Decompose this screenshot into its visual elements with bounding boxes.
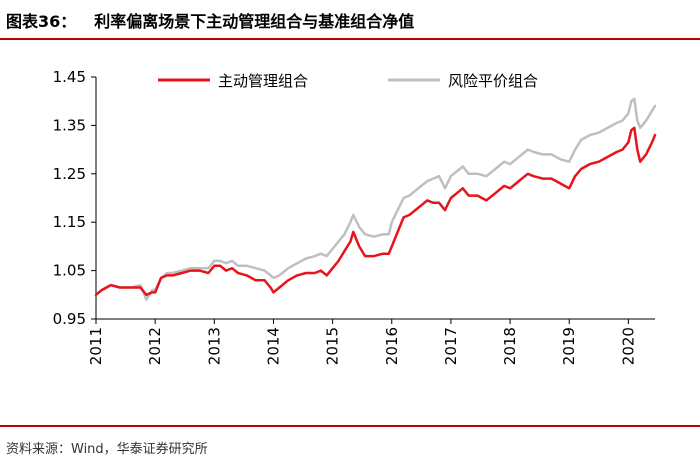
source-note: 资料来源：Wind，华泰证券研究所: [6, 442, 208, 457]
y-tick-label: 0.95: [53, 310, 86, 328]
chart-series: [94, 97, 657, 301]
y-tick-label: 1.45: [53, 68, 86, 86]
y-tick-label: 1.15: [53, 213, 86, 231]
x-tick-label: 2015: [324, 327, 342, 365]
y-tick-label: 1.35: [53, 116, 86, 134]
bottom-rule: [0, 425, 700, 427]
legend-label: 主动管理组合: [218, 72, 308, 90]
legend-label: 风险平价组合: [448, 72, 538, 90]
chart-legend: 主动管理组合 风险平价组合: [158, 72, 538, 90]
y-tick-label: 1.25: [53, 165, 86, 183]
x-tick-label: 2012: [146, 327, 164, 365]
top-rule: [0, 38, 700, 40]
net-value-line-chart: 主动管理组合 风险平价组合 0.95 1.05 1.15 1.25 1.35 1.45 201…: [53, 68, 657, 365]
y-tick-label: 1.05: [53, 262, 86, 280]
series-line: [94, 126, 657, 297]
x-tick-label: 2014: [264, 327, 282, 365]
x-tick-label: 2019: [560, 327, 578, 365]
figure-number: 图表36：: [6, 12, 77, 31]
x-tick-label: 2020: [619, 327, 637, 365]
figure-title-text: 利率偏离场景下主动管理组合与基准组合净值: [94, 12, 415, 31]
x-tick-label: 2016: [383, 327, 401, 365]
figure-title: 图表36： 利率偏离场景下主动管理组合与基准组合净值: [6, 8, 414, 32]
x-tick-label: 2013: [205, 327, 223, 365]
x-tick-label: 2018: [501, 327, 519, 365]
x-tick-label: 2017: [442, 327, 460, 365]
title-bar: 图表36： 利率偏离场景下主动管理组合与基准组合净值: [0, 0, 700, 36]
series-line: [94, 97, 657, 301]
x-tick-label: 2011: [87, 327, 105, 365]
chart-axes: 0.95 1.05 1.15 1.25 1.35 1.45 2011 2012 2013 2014…: [53, 68, 655, 365]
